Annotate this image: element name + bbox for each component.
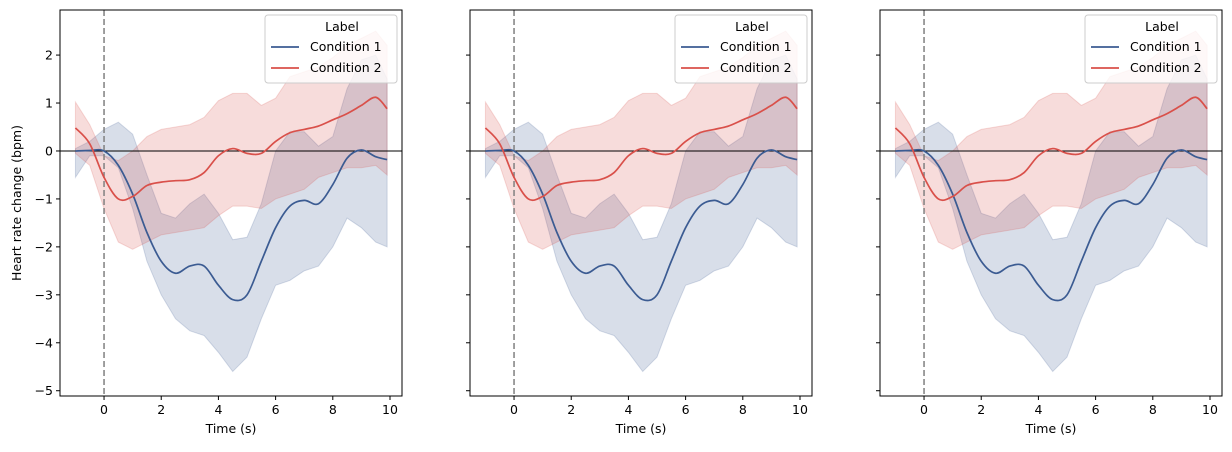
y-tick-label: −3 bbox=[35, 287, 53, 302]
ci-band-series-2 bbox=[74, 30, 388, 250]
x-tick-label: 10 bbox=[1202, 402, 1218, 417]
ci-band-series-1 bbox=[894, 54, 1208, 373]
x-tick-label: 2 bbox=[977, 402, 985, 417]
legend-label-series-1: Condition 1 bbox=[1130, 39, 1202, 54]
legend-label-series-2: Condition 2 bbox=[1130, 60, 1202, 75]
y-tick-label: 1 bbox=[45, 96, 53, 111]
mean-line-series-1 bbox=[485, 148, 798, 302]
legend-label-series-1: Condition 1 bbox=[310, 39, 382, 54]
legend-label-series-1: Condition 1 bbox=[720, 39, 792, 54]
y-tick-label: 2 bbox=[45, 48, 53, 63]
y-axis-label: Heart rate change (bpm) bbox=[9, 125, 24, 281]
ci-band-series-1 bbox=[74, 54, 388, 373]
x-tick-label: 6 bbox=[1092, 402, 1100, 417]
x-tick-label: 10 bbox=[792, 402, 808, 417]
x-tick-label: 2 bbox=[157, 402, 165, 417]
y-tick-label: −1 bbox=[35, 191, 53, 206]
legend-box bbox=[264, 14, 398, 84]
legend-title: Label bbox=[1145, 19, 1179, 34]
legend-title: Label bbox=[325, 19, 359, 34]
x-tick-label: 0 bbox=[100, 402, 108, 417]
x-tick-label: 8 bbox=[739, 402, 747, 417]
legend-label-series-2: Condition 2 bbox=[310, 60, 382, 75]
x-axis-label: Time (s) bbox=[615, 421, 667, 436]
mean-line-series-2 bbox=[74, 96, 388, 202]
mean-line-series-2 bbox=[894, 96, 1208, 202]
x-axis-label: Time (s) bbox=[1025, 421, 1077, 436]
legend: Label Condition 1 Condition 2 bbox=[264, 14, 398, 84]
x-tick-label: 8 bbox=[1149, 402, 1157, 417]
x-tick-label: 8 bbox=[329, 402, 337, 417]
y-tick-label: −5 bbox=[35, 383, 53, 398]
legend-title: Label bbox=[735, 19, 769, 34]
x-tick-label: 0 bbox=[510, 402, 518, 417]
mean-line-series-2 bbox=[484, 96, 798, 202]
legend: Label Condition 1 Condition 2 bbox=[1084, 14, 1218, 84]
x-tick-label: 4 bbox=[1034, 402, 1042, 417]
panel-2: 0 2 4 6 8 10 Time (s) Label Condition 1 Condition… bbox=[466, 9, 813, 436]
panel-1: 0 2 4 6 8 10 −5 −4 −3 −2 −1 0 1 2 Time (s) Heart rate c… bbox=[9, 9, 403, 436]
panel-3: 0 2 4 6 8 10 Time (s) Label Condition 1 Condition… bbox=[876, 9, 1223, 436]
axes-frame bbox=[469, 9, 813, 397]
x-tick-label: 6 bbox=[272, 402, 280, 417]
legend-label-series-2: Condition 2 bbox=[720, 60, 792, 75]
y-tick-label: −2 bbox=[35, 239, 53, 254]
mean-line-series-1 bbox=[895, 148, 1208, 302]
ci-band-series-2 bbox=[484, 30, 798, 250]
legend: Label Condition 1 Condition 2 bbox=[674, 14, 808, 84]
ci-band-series-2 bbox=[894, 30, 1208, 250]
mean-line-series-1 bbox=[75, 148, 388, 302]
x-tick-label: 4 bbox=[624, 402, 632, 417]
legend-box bbox=[1084, 14, 1218, 84]
axes-frame bbox=[879, 9, 1223, 397]
x-tick-label: 0 bbox=[920, 402, 928, 417]
legend-box bbox=[674, 14, 808, 84]
y-tick-label: 0 bbox=[45, 143, 53, 158]
x-tick-label: 6 bbox=[682, 402, 690, 417]
x-tick-label: 2 bbox=[567, 402, 575, 417]
y-tick-label: −4 bbox=[35, 335, 53, 350]
x-tick-label: 10 bbox=[382, 402, 398, 417]
x-tick-label: 4 bbox=[214, 402, 222, 417]
ci-band-series-1 bbox=[484, 54, 798, 373]
axes-frame bbox=[59, 9, 403, 397]
x-axis-label: Time (s) bbox=[205, 421, 257, 436]
